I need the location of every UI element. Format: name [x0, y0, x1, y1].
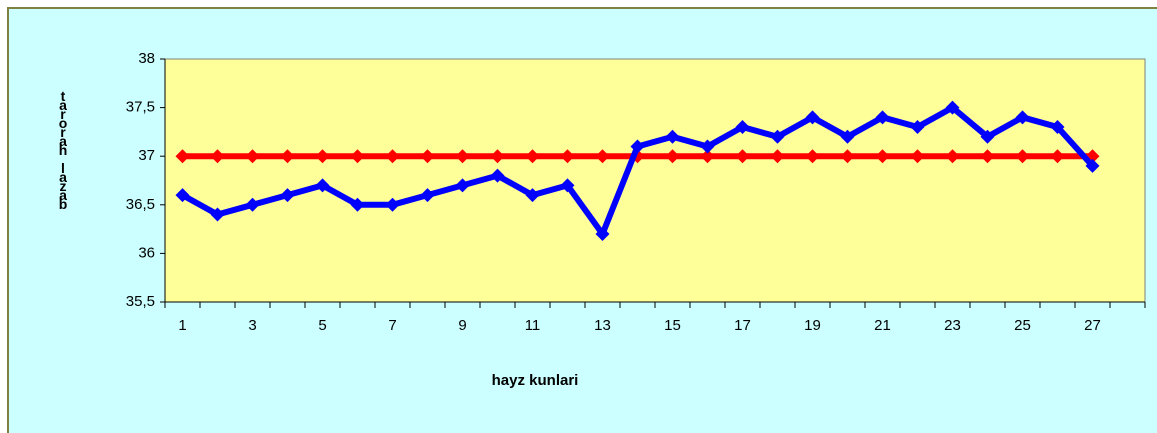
- marker: [385, 197, 400, 212]
- marker: [665, 149, 680, 164]
- y-tick-label: 38: [138, 50, 155, 67]
- y-tick-label: 36: [138, 244, 155, 261]
- marker: [350, 197, 365, 212]
- x-tick-label: 27: [1084, 317, 1101, 334]
- plot-area: [164, 58, 1146, 303]
- marker: [875, 149, 890, 164]
- y-tick-label: 37: [138, 147, 155, 164]
- marker: [455, 178, 470, 193]
- marker: [420, 188, 435, 203]
- x-tick-label: 21: [874, 317, 891, 334]
- y-tick-label: 37,5: [126, 99, 155, 116]
- x-tick-label: 11: [525, 317, 541, 334]
- x-axis-title: hayz kunlari: [492, 372, 579, 389]
- marker: [770, 149, 785, 164]
- marker: [245, 149, 260, 164]
- marker: [875, 110, 890, 125]
- marker: [735, 120, 750, 135]
- marker: [1085, 158, 1100, 173]
- marker: [315, 149, 330, 164]
- marker: [595, 226, 610, 241]
- y-tick-label: 35,5: [126, 293, 155, 310]
- x-tick-label: 5: [318, 317, 326, 334]
- x-tick-label: 7: [388, 317, 396, 334]
- marker: [385, 149, 400, 164]
- marker: [420, 149, 435, 164]
- marker: [665, 129, 680, 144]
- marker: [315, 178, 330, 193]
- x-tick-label: 15: [664, 317, 681, 334]
- marker: [525, 188, 540, 203]
- x-tick-label: 1: [178, 317, 186, 334]
- x-tick-label: 23: [944, 317, 961, 334]
- marker: [595, 149, 610, 164]
- marker: [945, 149, 960, 164]
- marker: [560, 149, 575, 164]
- marker: [280, 149, 295, 164]
- marker: [1015, 110, 1030, 125]
- marker: [455, 149, 470, 164]
- x-tick-label: 17: [734, 317, 751, 334]
- marker: [700, 139, 715, 154]
- x-tick-label: 9: [458, 317, 466, 334]
- marker: [840, 129, 855, 144]
- marker: [910, 120, 925, 135]
- marker: [840, 149, 855, 164]
- marker: [980, 149, 995, 164]
- marker: [280, 188, 295, 203]
- marker: [1050, 149, 1065, 164]
- marker: [210, 207, 225, 222]
- marker: [245, 197, 260, 212]
- marker: [805, 110, 820, 125]
- y-axis-title: tarorah lazab: [55, 88, 71, 205]
- marker: [350, 149, 365, 164]
- marker: [945, 100, 960, 115]
- marker: [490, 168, 505, 183]
- marker: [805, 149, 820, 164]
- marker: [490, 149, 505, 164]
- marker: [560, 178, 575, 193]
- marker: [770, 129, 785, 144]
- x-tick-label: 13: [594, 317, 611, 334]
- y-tick-label: 36,5: [126, 196, 155, 213]
- x-tick-label: 25: [1014, 317, 1031, 334]
- marker: [1050, 120, 1065, 135]
- marker: [175, 188, 190, 203]
- marker: [525, 149, 540, 164]
- marker: [910, 149, 925, 164]
- marker: [980, 129, 995, 144]
- x-tick-label: 19: [804, 317, 821, 334]
- marker: [700, 149, 715, 164]
- marker: [630, 139, 645, 154]
- marker: [210, 149, 225, 164]
- x-tick-label: 3: [248, 317, 256, 334]
- marker: [175, 149, 190, 164]
- marker: [735, 149, 750, 164]
- marker: [1015, 149, 1030, 164]
